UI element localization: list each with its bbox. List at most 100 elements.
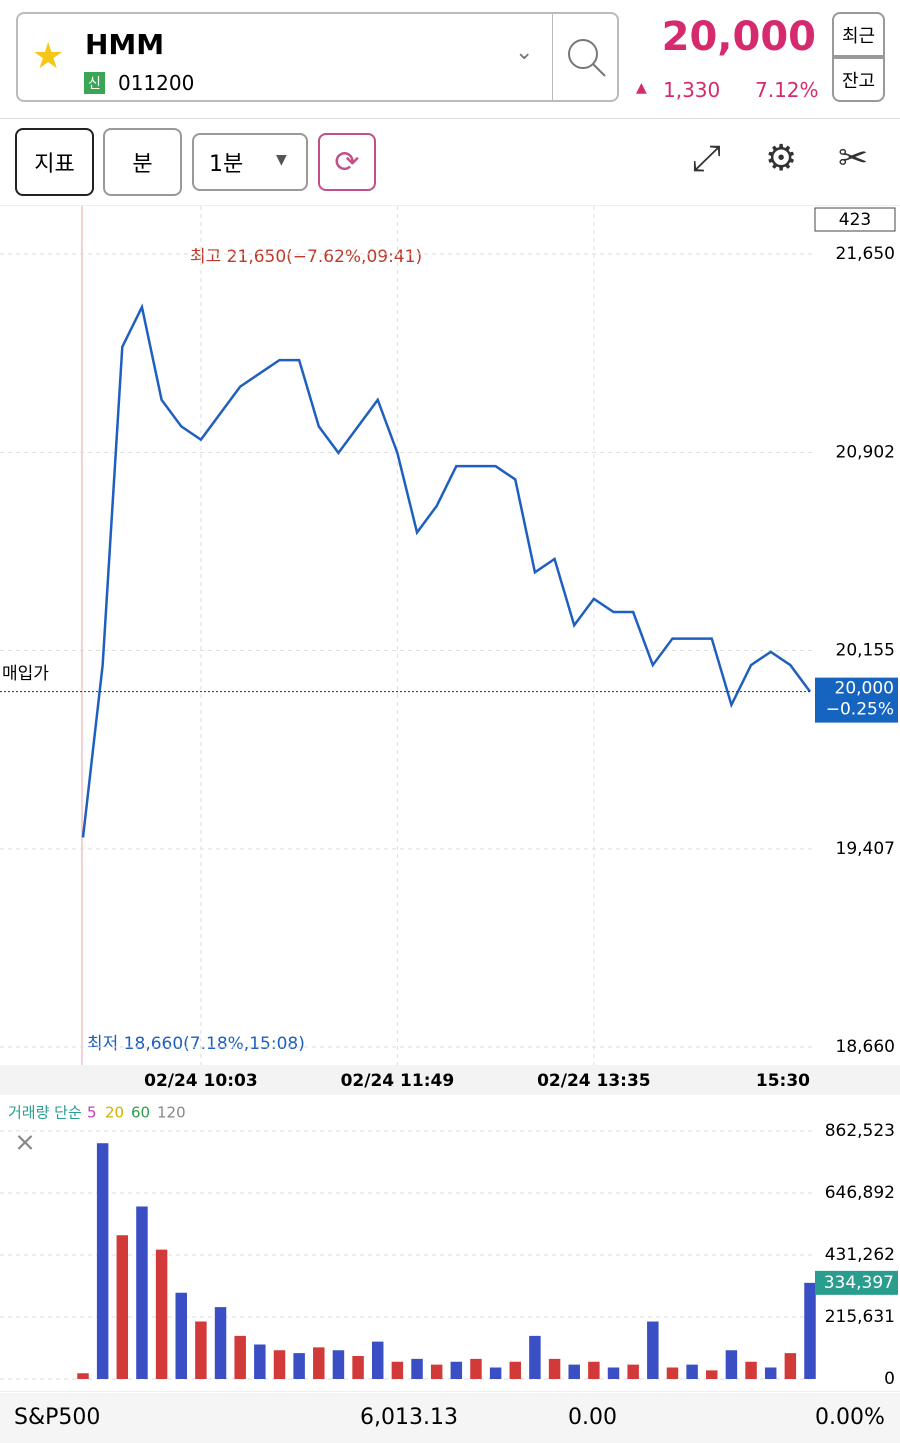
volume-bar <box>313 1347 325 1379</box>
last-price-label: 20,000 <box>835 679 894 699</box>
divider <box>0 118 900 119</box>
y-tick-label: 646,892 <box>825 1183 895 1203</box>
star-icon[interactable]: ★ <box>32 36 65 77</box>
volume-legend: 거래량 단순 <box>8 1104 82 1122</box>
price: 20,000 <box>661 14 816 60</box>
volume-bar <box>529 1335 541 1379</box>
volume-bar <box>371 1341 384 1379</box>
volume-bar <box>96 1143 109 1379</box>
volume-bar <box>116 1235 129 1379</box>
volume-bar <box>548 1358 561 1379</box>
stock-code: 011200 <box>118 71 195 95</box>
volume-bar <box>745 1361 757 1379</box>
close-icon[interactable]: × <box>14 1128 36 1158</box>
x-tick-label: 15:30 <box>756 1071 810 1091</box>
index-change: 0.00 <box>568 1405 617 1430</box>
volume-bar <box>666 1367 679 1379</box>
period-button[interactable]: 분 <box>103 128 182 196</box>
y-tick-label: 21,650 <box>836 244 895 264</box>
badge: 신 <box>84 72 105 94</box>
x-axis-band <box>0 1065 900 1095</box>
stock-name: HMM <box>85 28 165 61</box>
change: 1,330 <box>663 78 721 102</box>
dropdown-icon[interactable]: ⌄ <box>515 40 534 65</box>
ma-legend: 120 <box>157 1104 186 1122</box>
y-tick-label: 20,155 <box>836 641 895 661</box>
recent-button[interactable]: 최근 <box>832 12 885 57</box>
ma-legend: 20 <box>105 1104 124 1122</box>
y-tick-label: 19,407 <box>836 839 895 859</box>
chart: 423 최고 21,650(−7.62%,09:41) 최저 18,660(7.… <box>0 206 900 1392</box>
high-label: 최고 21,650(−7.62%,09:41) <box>190 247 422 267</box>
last-price-box <box>815 677 898 723</box>
volume-bar <box>234 1335 246 1379</box>
volume-bar <box>391 1361 404 1379</box>
volume-bar <box>254 1344 266 1379</box>
volume-bar <box>470 1358 482 1379</box>
volume-bar <box>273 1350 286 1379</box>
dropdown-icon[interactable]: ▼ <box>276 152 287 168</box>
divider <box>552 13 553 101</box>
volume-label-box <box>815 1270 898 1295</box>
volume-bar <box>411 1358 423 1379</box>
index-value: 6,013.13 <box>360 1405 458 1430</box>
ma-legend: 5 <box>87 1104 97 1122</box>
y-tick-label: 215,631 <box>825 1307 895 1327</box>
ma-legend: 60 <box>131 1104 150 1122</box>
y-tick-label: 862,523 <box>825 1121 895 1141</box>
volume-bar <box>155 1249 168 1379</box>
volume-bar <box>784 1353 797 1379</box>
volume-bar <box>77 1373 89 1379</box>
volume-bar <box>430 1364 443 1379</box>
tools-icon[interactable]: ✂ <box>838 138 869 179</box>
divider <box>0 205 900 206</box>
volume-bar <box>214 1307 227 1379</box>
price-line <box>81 303 812 838</box>
x-tick-label: 02/24 10:03 <box>144 1071 258 1091</box>
stock-box[interactable] <box>16 12 619 102</box>
buy-price-label: 매입가 <box>2 664 49 684</box>
y-tick-label: 0 <box>884 1369 895 1389</box>
volume-bar <box>804 1282 816 1379</box>
volume-bar <box>332 1350 345 1379</box>
volume-bar <box>136 1206 148 1379</box>
interval-button[interactable]: 1분 <box>192 133 308 191</box>
counter: 423 <box>839 210 871 230</box>
volume-bar <box>195 1321 207 1379</box>
volume-bar <box>352 1355 364 1379</box>
last-change-label: −0.25% <box>826 700 894 720</box>
change-pct: 7.12% <box>755 78 819 102</box>
low-label: 최저 18,660(7.18%,15:08) <box>87 1034 305 1054</box>
expand-icon[interactable]: ⤢ <box>692 138 721 179</box>
y-tick-label: 18,660 <box>836 1037 895 1057</box>
volume-bar <box>647 1321 659 1379</box>
volume-bar <box>568 1364 580 1379</box>
volume-bar <box>175 1292 187 1379</box>
footer <box>0 1393 900 1443</box>
volume-bar <box>607 1367 620 1379</box>
indicator-button[interactable]: 지표 <box>15 128 94 196</box>
x-tick-label: 02/24 11:49 <box>341 1071 455 1091</box>
x-tick-label: 02/24 13:35 <box>537 1071 651 1091</box>
volume-bar <box>627 1364 639 1379</box>
refresh-button[interactable]: ⟳ <box>318 133 376 191</box>
balance-button[interactable]: 잔고 <box>832 57 885 102</box>
volume-bar <box>293 1353 305 1379</box>
index-name: S&P500 <box>14 1405 101 1430</box>
volume-label: 334,397 <box>824 1273 894 1293</box>
index-pct: 0.00% <box>815 1405 885 1430</box>
settings-icon[interactable]: ⚙ <box>765 138 798 179</box>
search-icon[interactable] <box>565 36 609 80</box>
volume-bar <box>725 1350 738 1379</box>
volume-bar <box>489 1367 502 1379</box>
volume-bar <box>509 1361 522 1379</box>
volume-bar <box>450 1361 463 1379</box>
volume-bar <box>686 1364 698 1379</box>
y-tick-label: 431,262 <box>825 1245 895 1265</box>
counter-box <box>814 207 896 232</box>
y-tick-label: 20,902 <box>836 442 895 462</box>
volume-bar <box>764 1367 777 1379</box>
up-arrow: ▲ <box>636 80 647 96</box>
volume-bar <box>588 1361 600 1379</box>
